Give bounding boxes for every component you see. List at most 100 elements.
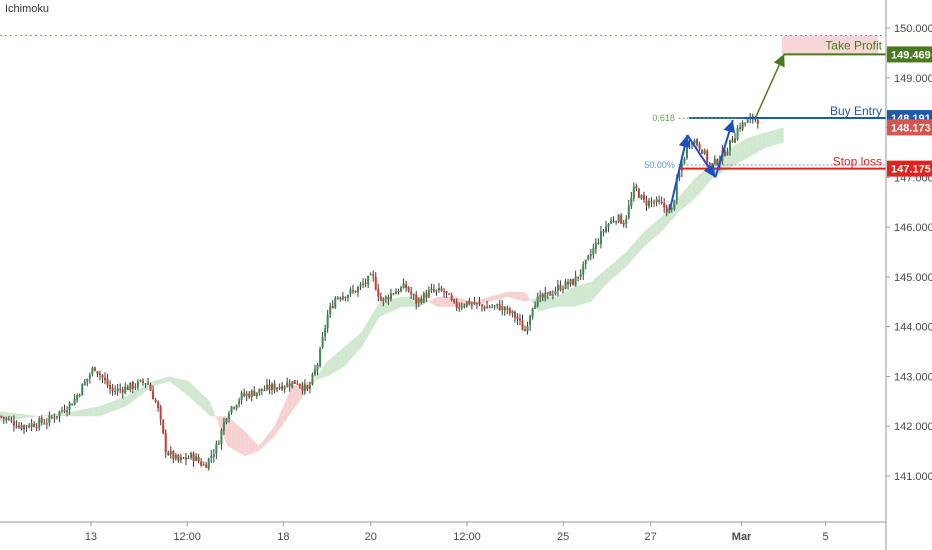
candle-body	[564, 281, 567, 289]
candle-body	[258, 388, 261, 393]
candle-body	[415, 294, 418, 304]
price-axis[interactable]: 150.000149.000148.000147.000146.000145.0…	[885, 0, 932, 550]
candle-body	[402, 283, 405, 289]
candle-body	[440, 288, 443, 291]
candle-body	[683, 158, 686, 164]
candle-body	[30, 423, 33, 428]
candle-body	[288, 383, 291, 387]
candle-body	[516, 316, 519, 320]
candle-body	[706, 150, 709, 164]
candle-body	[678, 172, 681, 178]
cloud-segment	[160, 377, 166, 384]
cloud-segment	[327, 357, 332, 377]
cloud-segment	[696, 173, 701, 198]
candle-body	[518, 318, 521, 321]
candle-body	[76, 395, 79, 400]
cloud-segment	[531, 298, 536, 307]
candle-body	[250, 390, 253, 398]
cloud-segment	[748, 136, 753, 158]
candle-body	[701, 149, 704, 154]
candle-body	[235, 404, 238, 409]
candle-body	[427, 290, 430, 298]
candle-body	[572, 279, 575, 286]
candle-body	[71, 403, 74, 406]
candle-body	[205, 464, 208, 468]
candle-body	[88, 374, 91, 379]
candle-body	[546, 292, 549, 294]
candle-body	[7, 419, 10, 421]
candle-body	[298, 383, 301, 387]
cloud-segment	[547, 296, 552, 310]
candle-body	[493, 305, 496, 307]
cloud-segment	[209, 401, 215, 417]
candle-body	[642, 194, 645, 200]
fib-0618-label: 0.618	[652, 113, 675, 123]
cloud-segment	[441, 296, 446, 307]
cloud-segment	[595, 274, 600, 297]
candle-body	[172, 450, 175, 459]
cloud-segment	[691, 177, 697, 201]
cloud-segment	[573, 285, 579, 307]
candle-body	[207, 458, 210, 469]
cloud-segment	[396, 296, 403, 310]
candle-body	[184, 457, 187, 460]
candle-body	[195, 456, 198, 461]
candle-body	[460, 306, 463, 308]
candle-body	[612, 221, 615, 223]
cloud-segment	[674, 197, 679, 218]
candle-body	[33, 423, 36, 427]
cloud-segment	[322, 361, 328, 378]
candle-body	[66, 410, 69, 413]
cloud-segment	[313, 373, 319, 381]
candle-body	[217, 443, 220, 445]
cloud-segment	[132, 388, 140, 402]
cloud-segment	[445, 296, 451, 307]
candle-body	[756, 119, 759, 124]
candle-body	[567, 282, 570, 285]
cloud-segment	[270, 426, 275, 440]
cloud-segment	[38, 415, 48, 417]
candle-body	[496, 303, 499, 306]
candle-body	[369, 274, 372, 276]
candle-body	[238, 400, 241, 405]
candle-body	[336, 297, 339, 299]
candle-body	[437, 288, 440, 291]
cloud-segment	[511, 291, 516, 300]
cloud-segment	[524, 291, 529, 302]
cloud-segment	[489, 295, 495, 302]
cloud-segment	[112, 398, 120, 412]
candle-body	[627, 205, 630, 219]
candle-body	[534, 305, 537, 309]
candle-body	[599, 231, 602, 244]
candle-body	[660, 201, 663, 204]
candle-body	[35, 427, 38, 429]
candle-body	[680, 163, 683, 172]
time-axis[interactable]: 13 12:00 18 20 12:00 25 27 Mar 5	[0, 521, 886, 543]
cloud-segment	[560, 291, 565, 307]
candle-body	[713, 158, 716, 165]
candle-body	[741, 122, 744, 130]
cloud-segment	[626, 247, 631, 267]
cloud-segment	[251, 438, 256, 454]
candle-body	[602, 231, 605, 233]
wave-layer	[668, 54, 785, 210]
candle-body	[688, 145, 691, 147]
cloud-segment	[617, 255, 622, 275]
cloud-segment	[700, 169, 705, 193]
candle-body	[655, 199, 658, 203]
candle-body	[265, 384, 268, 390]
candle-body	[412, 294, 415, 296]
candle-body	[339, 298, 342, 300]
candle-body	[673, 200, 676, 210]
cloud-segment	[318, 367, 323, 379]
candle-body	[665, 206, 668, 213]
candle-body	[453, 299, 456, 302]
candle-body	[111, 387, 114, 391]
candle-body	[220, 429, 223, 445]
cloud-segment	[752, 135, 758, 155]
candle-body	[40, 418, 43, 423]
candle-body	[119, 388, 122, 390]
candle-body	[736, 127, 739, 139]
